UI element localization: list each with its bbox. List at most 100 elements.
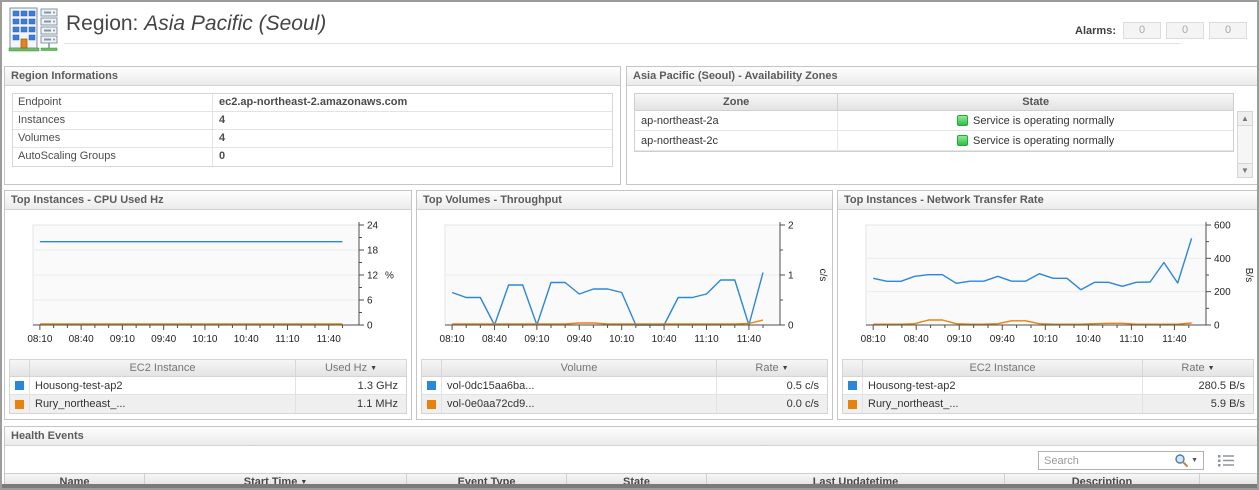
swatch-column-header: [422, 360, 442, 376]
svg-text:08:10: 08:10: [27, 334, 52, 345]
scroll-up-icon[interactable]: ▲: [1237, 111, 1253, 126]
search-input[interactable]: [1039, 454, 1175, 467]
sort-desc-icon: ▼: [300, 479, 308, 486]
throughput-chart[interactable]: 0 1 2 08:10 08:40 09:10 09:40 10:10 10:40 11:10 11…: [421, 217, 830, 353]
column-header-zone[interactable]: Zone: [635, 94, 839, 110]
svg-text:08:40: 08:40: [904, 334, 929, 345]
alarm-count-fatal[interactable]: 0: [1123, 22, 1161, 39]
svg-text:1: 1: [788, 271, 794, 282]
svg-text:0: 0: [788, 321, 794, 332]
svg-text:09:10: 09:10: [947, 334, 972, 345]
network-chart[interactable]: 0 200 400 600 08:10 08:40 09:10 09:40 10:10 10:40…: [842, 217, 1256, 353]
alarm-count-critical[interactable]: 0: [1166, 22, 1204, 39]
table-row: Endpoint ec2.ap-northeast-2.amazonaws.co…: [13, 94, 612, 112]
instance-value: 1.3 GHz: [357, 380, 398, 392]
row-label: Endpoint: [13, 94, 213, 111]
instance-value: 1.1 MHz: [357, 398, 398, 410]
health-events-toolbar: ▼: [5, 446, 1257, 473]
table-row: Volumes 4: [13, 130, 612, 148]
network-panel-title: Top Instances - Network Transfer Rate: [838, 191, 1257, 210]
row-label: Volumes: [13, 130, 213, 147]
row-value: 4: [219, 114, 226, 126]
series-swatch: [843, 377, 863, 394]
throughput-panel-title: Top Volumes - Throughput: [417, 191, 832, 210]
network-transfer-panel: Top Instances - Network Transfer Rate 0 2…: [837, 190, 1257, 420]
vertical-scrollbar[interactable]: ▲ ▼: [1237, 111, 1253, 178]
svg-text:0: 0: [1214, 321, 1220, 332]
column-header-value[interactable]: Rate ▼: [755, 362, 789, 374]
column-header-instance[interactable]: EC2 Instance: [863, 360, 1143, 376]
table-row[interactable]: Rury_northeast_... 5.9 B/s: [843, 395, 1253, 413]
volume-value: 0.0 c/s: [786, 398, 819, 410]
alarm-count-warning[interactable]: 0: [1209, 22, 1247, 39]
table-row[interactable]: vol-0dc15aa6ba... 0.5 c/s: [422, 377, 827, 395]
health-events-panel: Health Events ▼ Name Start Tim: [4, 426, 1257, 488]
blue-swatch-icon: [15, 381, 24, 390]
status-ok-icon: [957, 135, 969, 146]
row-value: 0: [219, 150, 226, 162]
instance-value: 280.5 B/s: [1198, 380, 1245, 392]
table-row[interactable]: Housong-test-ap2 1.3 GHz: [10, 377, 406, 395]
column-header-volume[interactable]: Volume: [442, 360, 717, 376]
search-options-caret-icon[interactable]: ▼: [1191, 457, 1198, 464]
row-label: AutoScaling Groups: [13, 148, 213, 166]
svg-text:09:10: 09:10: [524, 334, 549, 345]
svg-text:10:40: 10:40: [652, 334, 677, 345]
cpu-chart[interactable]: 0 6 12 18 24 08:10 08:40 09:10 09:40 10:10 10:40 11…: [9, 217, 409, 353]
table-row[interactable]: ap-northeast-2a Service is operating nor…: [635, 111, 1233, 131]
state-text: Service is operating normally: [973, 114, 1115, 127]
table-row[interactable]: Rury_northeast_... 1.1 MHz: [10, 395, 406, 413]
alarms-label: Alarms:: [1075, 24, 1116, 37]
window-bottom-edge: [2, 484, 1257, 488]
table-row[interactable]: ap-northeast-2c Service is operating nor…: [635, 131, 1233, 151]
table-row[interactable]: vol-0e0aa72cd9... 0.0 c/s: [422, 395, 827, 413]
search-icon[interactable]: [1174, 453, 1189, 468]
svg-text:18: 18: [367, 246, 379, 257]
svg-text:11:40: 11:40: [317, 334, 342, 345]
instance-name: Rury_northeast_...: [30, 395, 296, 413]
scroll-down-icon[interactable]: ▼: [1237, 163, 1253, 178]
svg-text:11:10: 11:10: [1119, 334, 1144, 345]
svg-text:400: 400: [1214, 254, 1231, 265]
column-header-state[interactable]: State: [1022, 96, 1050, 108]
svg-text:11:10: 11:10: [275, 334, 300, 345]
svg-text:10:40: 10:40: [1076, 334, 1101, 345]
network-legend-table: EC2 Instance Rate ▼ Housong-test-ap2 280.…: [842, 359, 1254, 414]
zone-state: Service is operating normally: [838, 131, 1233, 150]
column-header-value[interactable]: Rate ▼: [1181, 362, 1215, 374]
orange-swatch-icon: [15, 399, 24, 409]
sort-desc-icon: ▼: [1207, 365, 1215, 372]
svg-text:200: 200: [1214, 287, 1231, 298]
column-header-instance[interactable]: EC2 Instance: [30, 360, 296, 376]
svg-text:11:40: 11:40: [737, 334, 762, 345]
state-text: Service is operating normally: [973, 134, 1115, 147]
cpu-legend-table: EC2 Instance Used Hz ▼ Housong-test-ap2 1…: [9, 359, 407, 414]
swatch-column-header: [843, 360, 863, 376]
svg-text:12: 12: [367, 271, 379, 282]
throughput-legend-table: Volume Rate ▼ vol-0dc15aa6ba... 0.5 c/s v…: [421, 359, 828, 414]
table-row: Instances 4: [13, 112, 612, 130]
svg-text:09:40: 09:40: [567, 334, 592, 345]
region-informations-title: Region Informations: [5, 67, 620, 86]
svg-text:600: 600: [1214, 221, 1231, 232]
svg-text:c/s: c/s: [817, 269, 828, 282]
blue-swatch-icon: [427, 381, 436, 390]
series-swatch: [422, 377, 442, 394]
table-header-row: Zone State: [635, 94, 1233, 111]
row-label: Instances: [13, 112, 213, 129]
zone-name: ap-northeast-2c: [635, 131, 839, 150]
alarms-summary: Alarms: 0 0 0: [1075, 22, 1247, 39]
blue-swatch-icon: [848, 381, 857, 390]
cpu-used-hz-panel: Top Instances - CPU Used Hz 0 6 12 18 24 08:1…: [4, 190, 412, 420]
region-informations-panel: Region Informations Endpoint ec2.ap-nort…: [4, 66, 621, 185]
svg-text:10:10: 10:10: [609, 334, 634, 345]
svg-text:2: 2: [788, 221, 794, 232]
table-customizer-icon[interactable]: [1218, 454, 1235, 467]
region-informations-table: Endpoint ec2.ap-northeast-2.amazonaws.co…: [12, 93, 613, 167]
table-header-row: Volume Rate ▼: [422, 360, 827, 377]
volume-name: vol-0dc15aa6ba...: [442, 377, 717, 394]
health-events-title: Health Events: [5, 427, 1257, 446]
table-row[interactable]: Housong-test-ap2 280.5 B/s: [843, 377, 1253, 395]
column-header-value[interactable]: Used Hz ▼: [324, 362, 378, 374]
svg-text:6: 6: [367, 296, 373, 307]
